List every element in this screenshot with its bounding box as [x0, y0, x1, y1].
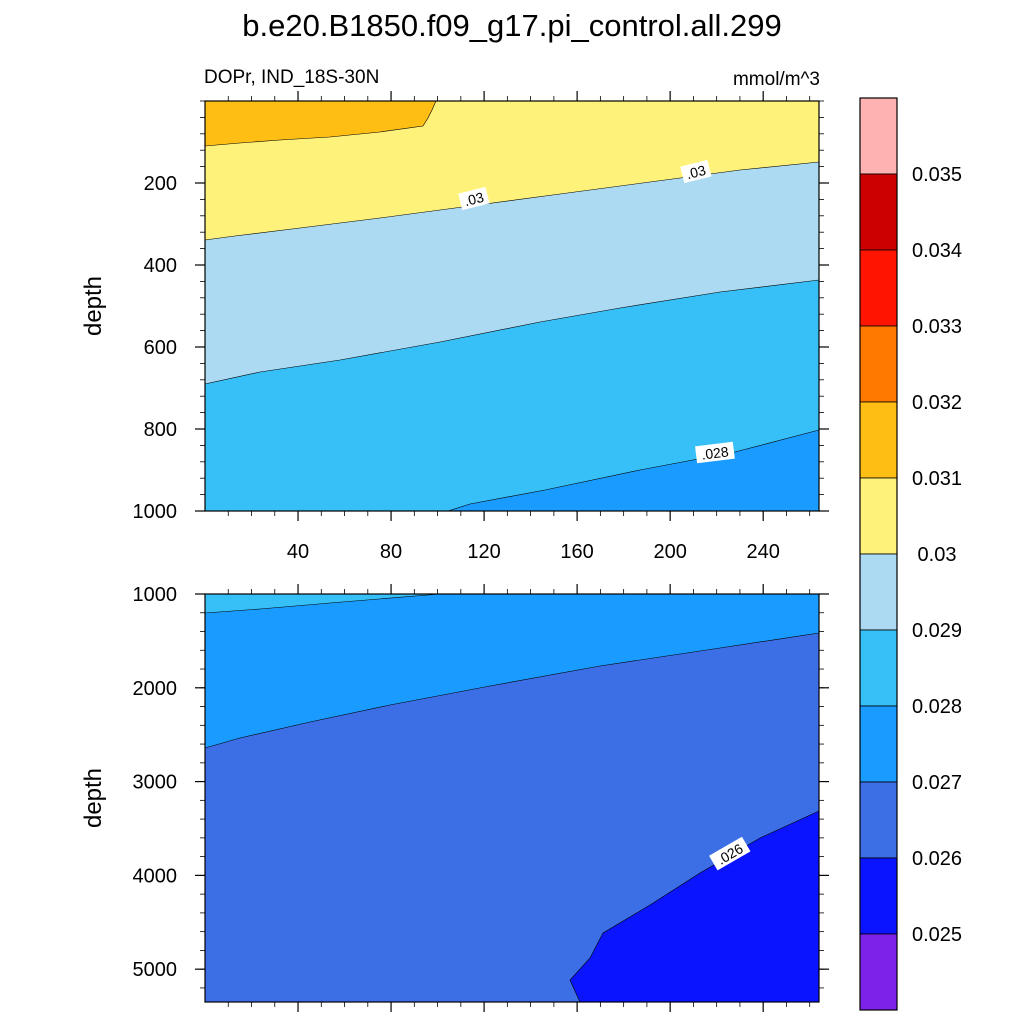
colorbar-label: 0.027 — [912, 772, 962, 794]
colorbar-swatch — [859, 477, 898, 555]
colorbar-label: 0.028 — [912, 696, 962, 718]
svg-text:.03: .03 — [463, 189, 486, 209]
upper-band-0.030-0.031 — [205, 101, 819, 240]
colorbar-swatch — [859, 629, 898, 707]
colorbar-swatch — [859, 249, 898, 327]
colorbar-swatch — [859, 97, 898, 175]
colorbar-label: 0.032 — [912, 392, 962, 414]
x-tick-label: 240 — [746, 541, 779, 563]
contour-label: .03 — [458, 186, 490, 211]
colorbar-swatch — [859, 857, 898, 935]
x-tick-label: 80 — [380, 541, 402, 563]
colorbar-swatch — [859, 401, 898, 479]
x-tick-label: 200 — [653, 541, 686, 563]
y-tick-label: 4000 — [133, 865, 178, 887]
upper-plot-frame — [204, 100, 820, 512]
upper-contour-labels: .03 .03 .028 — [458, 159, 735, 464]
colorbar-label: 0.034 — [912, 240, 962, 262]
y-tick-label: 400 — [144, 255, 177, 277]
upper-y-axis-label: depth — [80, 276, 107, 336]
lower-contour-lines — [204, 593, 820, 1003]
units-label: mmol/m^3 — [733, 69, 820, 90]
chart-title: b.e20.B1850.f09_g17.pi_control.all.299 — [242, 8, 782, 43]
x-tick-label: 40 — [287, 541, 309, 563]
svg-text:.03: .03 — [685, 162, 708, 182]
y-tick-label: 800 — [144, 419, 177, 441]
contour-label: .028 — [695, 441, 735, 464]
lower-axes: 1000 2000 3000 4000 5000 — [133, 584, 829, 1012]
y-tick-label: 200 — [144, 173, 177, 195]
colorbar: 0.035 0.034 0.033 0.032 0.031 0.03 0.029 0.028 0… — [859, 97, 962, 1011]
upper-band-0.031-0.032 — [205, 101, 436, 146]
lower-band-0.027-0.028 — [205, 594, 819, 748]
colorbar-label: 0.03 — [918, 544, 957, 566]
colorbar-swatch — [859, 173, 898, 251]
svg-text:.028: .028 — [701, 443, 730, 462]
y-tick-label: 1000 — [133, 584, 178, 606]
contour-label: .03 — [680, 159, 712, 184]
y-tick-label: 3000 — [133, 772, 178, 794]
y-tick-label: 1000 — [133, 501, 178, 523]
colorbar-label: 0.031 — [912, 468, 962, 490]
colorbar-swatch — [859, 933, 898, 1011]
lower-plot-frame — [204, 593, 820, 1003]
y-tick-label: 2000 — [133, 678, 178, 700]
colorbar-label: 0.035 — [912, 164, 962, 186]
lower-band-0.025-0.026 — [570, 811, 819, 1002]
colorbar-label: 0.029 — [912, 620, 962, 642]
colorbar-label: 0.026 — [912, 848, 962, 870]
colorbar-label: 0.025 — [912, 924, 962, 946]
colorbar-label: 0.033 — [912, 316, 962, 338]
lower-y-axis-label: depth — [80, 768, 107, 828]
x-tick-label: 120 — [467, 541, 500, 563]
y-tick-label: 600 — [144, 337, 177, 359]
colorbar-swatch — [859, 781, 898, 859]
upper-axes: 200 400 600 800 1000 40 80 120 160 200 240 — [133, 91, 829, 563]
y-tick-label: 5000 — [133, 959, 178, 981]
colorbar-swatch — [859, 705, 898, 783]
left-subtitle: DOPr, IND_18S-30N — [204, 67, 379, 88]
x-tick-label: 160 — [560, 541, 593, 563]
colorbar-swatch — [859, 325, 898, 403]
colorbar-swatch — [859, 553, 898, 631]
